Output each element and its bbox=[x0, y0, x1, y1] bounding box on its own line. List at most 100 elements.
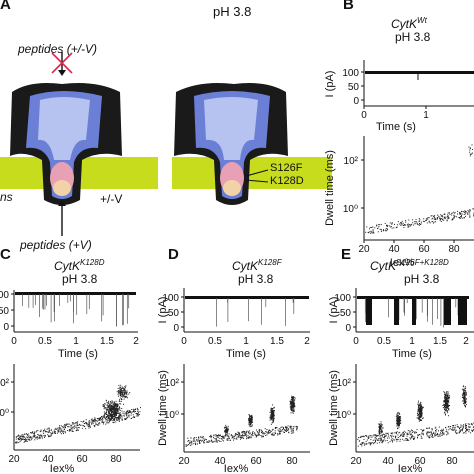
scatter-point bbox=[419, 406, 421, 408]
scatter-point bbox=[101, 420, 103, 422]
scatter-point bbox=[395, 432, 397, 433]
scatter-point bbox=[414, 431, 416, 433]
scatter-point bbox=[264, 428, 266, 430]
scatter-point bbox=[400, 420, 402, 422]
scatter-point bbox=[463, 394, 465, 396]
scatter-point bbox=[404, 224, 406, 225]
scatter-point bbox=[115, 411, 117, 413]
scatter-point bbox=[422, 432, 424, 434]
scatter-point bbox=[39, 436, 41, 438]
scatter-point bbox=[119, 390, 121, 392]
scatter-point bbox=[97, 419, 99, 421]
scatter-point bbox=[242, 435, 244, 437]
scatter-point bbox=[262, 435, 264, 437]
scatter-point bbox=[114, 407, 116, 409]
scatter-point bbox=[288, 431, 290, 433]
scatter-point bbox=[105, 412, 107, 414]
scatter-point bbox=[120, 393, 122, 395]
scatter-point bbox=[85, 428, 87, 430]
scatter-point bbox=[130, 411, 132, 412]
scatter-point bbox=[469, 212, 471, 214]
scatter-point bbox=[119, 390, 121, 392]
scatter-point bbox=[269, 416, 271, 418]
scatter-point bbox=[110, 405, 112, 407]
scatter-point bbox=[379, 228, 381, 230]
scatter-point bbox=[464, 390, 465, 392]
scatter-point bbox=[30, 437, 32, 439]
scatter-point bbox=[446, 391, 448, 393]
scatter-point bbox=[407, 439, 408, 441]
scatter-point bbox=[29, 438, 31, 440]
scatter-point bbox=[194, 440, 196, 442]
scatter-point bbox=[462, 394, 464, 396]
scatter-point bbox=[110, 418, 112, 420]
scatter-point bbox=[293, 410, 295, 412]
scatter-point bbox=[381, 230, 382, 232]
scatter-point bbox=[420, 407, 422, 409]
scatter-point bbox=[126, 413, 128, 415]
scatter-point bbox=[259, 430, 261, 432]
scatter-point bbox=[99, 423, 101, 425]
scatter-point bbox=[117, 393, 119, 395]
scatter-point bbox=[96, 418, 98, 420]
scatter-point bbox=[453, 429, 454, 431]
scatter-point bbox=[443, 217, 445, 219]
scatter-point bbox=[377, 439, 379, 441]
scatter-point bbox=[267, 432, 268, 434]
scatter-point bbox=[98, 418, 100, 420]
scatter-point bbox=[223, 427, 225, 429]
scatter-point bbox=[133, 416, 135, 418]
scatter-point bbox=[122, 396, 123, 398]
scatter-point bbox=[447, 401, 449, 402]
scatter-point bbox=[223, 435, 225, 437]
scatter-point bbox=[444, 406, 445, 407]
scatter-point bbox=[111, 415, 113, 417]
scatter-point bbox=[120, 389, 122, 391]
scatter-point bbox=[403, 432, 404, 434]
scatter-point bbox=[101, 419, 103, 421]
scatter-point bbox=[365, 435, 367, 437]
scatter-point bbox=[472, 208, 474, 210]
scatter-point bbox=[202, 436, 204, 438]
scatter-point bbox=[118, 392, 120, 394]
scatter-point bbox=[114, 405, 116, 407]
scatter-point bbox=[418, 413, 420, 415]
scatter-point bbox=[249, 436, 251, 438]
scatter-point bbox=[254, 434, 256, 436]
e-trace-xtick-0: 0 bbox=[353, 336, 359, 347]
scatter-point bbox=[396, 439, 398, 440]
scatter-point bbox=[391, 227, 393, 229]
scatter-point bbox=[225, 429, 227, 431]
scatter-point bbox=[420, 223, 421, 225]
scatter-point bbox=[464, 392, 466, 394]
scatter-point bbox=[290, 401, 292, 403]
scatter-point bbox=[449, 428, 451, 430]
scatter-point bbox=[214, 440, 216, 442]
scatter-point bbox=[379, 432, 381, 434]
scatter-point bbox=[463, 392, 465, 394]
scatter-point bbox=[115, 412, 117, 414]
scatter-point bbox=[463, 402, 465, 404]
scatter-point bbox=[386, 440, 388, 441]
scatter-point bbox=[230, 434, 232, 436]
scatter-point bbox=[445, 427, 447, 429]
scatter-point bbox=[414, 223, 416, 225]
scatter-point bbox=[443, 403, 445, 405]
scatter-point bbox=[446, 403, 448, 405]
scatter-point bbox=[128, 412, 129, 414]
scatter-point bbox=[426, 434, 428, 436]
scatter-point bbox=[120, 389, 122, 390]
scatter-point bbox=[271, 412, 272, 414]
scatter-point bbox=[426, 222, 428, 224]
scatter-point bbox=[119, 399, 120, 401]
scatter-point bbox=[290, 400, 292, 402]
scatter-point bbox=[375, 434, 377, 436]
scatter-point bbox=[418, 405, 419, 406]
scatter-point bbox=[445, 431, 447, 433]
scatter-point bbox=[443, 391, 445, 393]
scatter-point bbox=[38, 436, 40, 438]
scatter-point bbox=[419, 417, 420, 419]
scatter-point bbox=[117, 406, 119, 408]
scatter-point bbox=[80, 420, 82, 422]
scatter-point bbox=[123, 387, 125, 389]
